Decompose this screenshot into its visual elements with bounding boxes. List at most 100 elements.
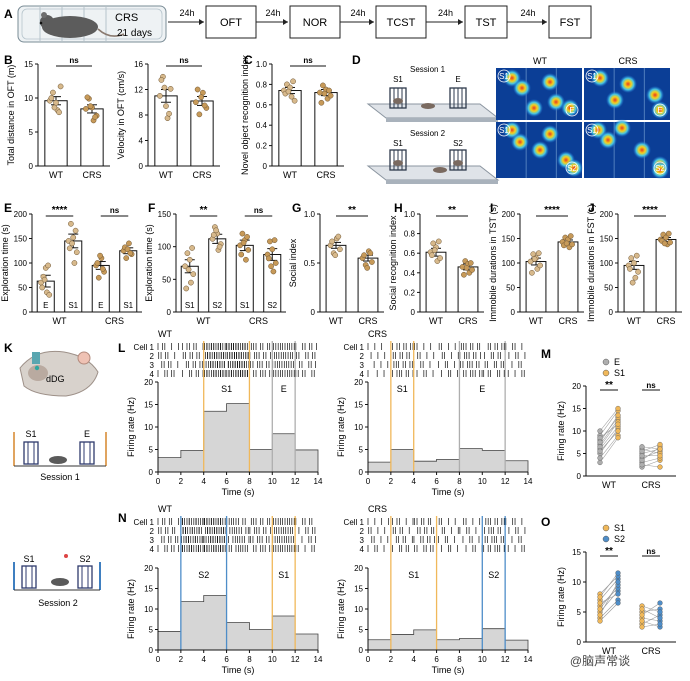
bar-chart-b2: 0 4 8 12 16 Velocity in OFT (cm/s) WT CRS ns <box>116 56 220 180</box>
y-tick-label: 5 <box>149 626 154 635</box>
panel-letter-b: B <box>4 53 13 67</box>
pair-line <box>599 581 619 616</box>
panel-letter-h: H <box>394 201 403 215</box>
data-point <box>194 86 201 93</box>
data-point <box>615 421 621 427</box>
data-point <box>361 252 367 259</box>
pair-line <box>641 617 661 622</box>
y-axis-label: Novel object recognition index <box>240 54 250 175</box>
data-point <box>569 241 575 248</box>
y-tick-label: 5 <box>149 446 154 455</box>
x-tick-label: 0 <box>366 477 371 486</box>
y-tick-label: 15 <box>24 60 33 69</box>
label-session2: Session 2 <box>410 129 446 138</box>
x-tick-label: 4 <box>411 655 416 664</box>
x-tick-label: CRS <box>316 170 335 180</box>
label-session1: Session 1 <box>410 65 446 74</box>
data-point <box>597 600 603 606</box>
data-point <box>537 262 543 269</box>
y-tick-label: 50 <box>506 284 515 293</box>
y-tick-label: 50 <box>604 284 613 293</box>
data-point <box>189 245 195 251</box>
arrowhead-icon <box>283 19 288 25</box>
timeline-step-box <box>205 5 257 39</box>
data-point <box>639 618 645 624</box>
raster-title: WT <box>158 329 172 339</box>
y-axis-label: Firing rate (Hz) <box>126 579 136 639</box>
y-tick-label: 15 <box>144 585 153 594</box>
data-point <box>39 284 46 291</box>
x-tick-label: 12 <box>291 655 300 664</box>
data-point <box>185 266 192 273</box>
data-point <box>597 606 603 612</box>
data-point <box>369 259 375 265</box>
pair-line <box>599 426 619 450</box>
data-point <box>461 271 467 278</box>
heatmap-cage-ring <box>497 69 511 83</box>
timeline-step-label: NOR <box>303 17 328 29</box>
heatmap-col-wt: WT <box>533 56 547 66</box>
sig-label: **** <box>642 205 658 216</box>
y-tick-label: 12 <box>134 86 143 95</box>
y-tick-label: 100 <box>14 259 28 268</box>
data-point <box>210 232 217 238</box>
y-tick-label: 15 <box>144 401 153 410</box>
x-tick-label: 4 <box>201 477 206 486</box>
y-tick-label: 8 <box>139 111 144 120</box>
raster-cell-label: Cell 1 <box>344 518 365 527</box>
y-tick-label: 100 <box>502 259 516 268</box>
y-tick-label: 0 <box>139 162 144 171</box>
data-point <box>127 250 134 257</box>
y-tick-label: 0.6 <box>256 101 268 110</box>
data-point <box>50 89 56 96</box>
data-point <box>238 251 245 258</box>
data-point <box>597 594 603 600</box>
y-tick-label: 15 <box>572 548 581 557</box>
bar-category-label: E <box>98 301 103 310</box>
y-tick-label: 20 <box>144 564 153 573</box>
sig-label: ns <box>303 56 313 65</box>
restraint-tube-illustration: CRS 21 days <box>17 5 167 43</box>
heatmap-hotspot <box>547 93 565 111</box>
y-tick-label: 100 <box>158 243 172 252</box>
heatmap-label: S2 <box>567 164 577 173</box>
data-point <box>657 600 663 606</box>
sig-label: ** <box>448 205 456 216</box>
data-point <box>657 615 663 621</box>
pair-line <box>599 410 619 436</box>
y-tick-label: 5 <box>29 128 34 137</box>
timeline-interval: 24h <box>179 8 194 18</box>
data-point <box>72 227 79 234</box>
data-point <box>531 256 538 262</box>
raster-cell-label: 4 <box>360 545 365 554</box>
bar <box>278 90 302 167</box>
panel-letter-i: I <box>490 201 493 215</box>
y-tick-label: 0 <box>577 638 582 647</box>
paired-chart-m: ES1 WT ** CRS ns 0 5 10 15 20 Firing rate (Hz) <box>556 357 676 490</box>
heatmap-hotspot <box>619 75 637 93</box>
y-tick-label: 0 <box>149 468 154 477</box>
data-point <box>213 227 219 234</box>
x-tick-label: CRS <box>358 316 377 326</box>
x-tick-label: 4 <box>411 477 416 486</box>
x-axis-label: Time (s) <box>222 487 255 497</box>
y-tick-label: 20 <box>354 378 363 387</box>
y-axis-label: Firing rate (Hz) <box>336 579 346 639</box>
bar-chart-b1: 0 5 10 15 Total distance in OFT (m) WT CRS ns <box>6 56 110 180</box>
sig-label: ** <box>605 380 613 391</box>
heatmap-cage-ring <box>585 69 599 83</box>
y-tick-label: 20 <box>354 564 363 573</box>
data-point <box>615 428 621 434</box>
timeline-interval: 24h <box>265 8 280 18</box>
y-axis-label: Immobile durations in FST (s) <box>586 204 596 322</box>
x-tick-label: 14 <box>524 477 533 486</box>
legend-label: S2 <box>614 534 625 544</box>
x-tick-label: CRS <box>641 646 660 656</box>
raster-cell-label: 3 <box>150 361 155 370</box>
data-point <box>332 252 339 259</box>
sig-label: **** <box>52 205 68 216</box>
timeline-step-label: FST <box>560 17 581 29</box>
heatmap-hotspot <box>511 133 529 151</box>
y-axis-label: Firing rate (Hz) <box>336 397 346 457</box>
